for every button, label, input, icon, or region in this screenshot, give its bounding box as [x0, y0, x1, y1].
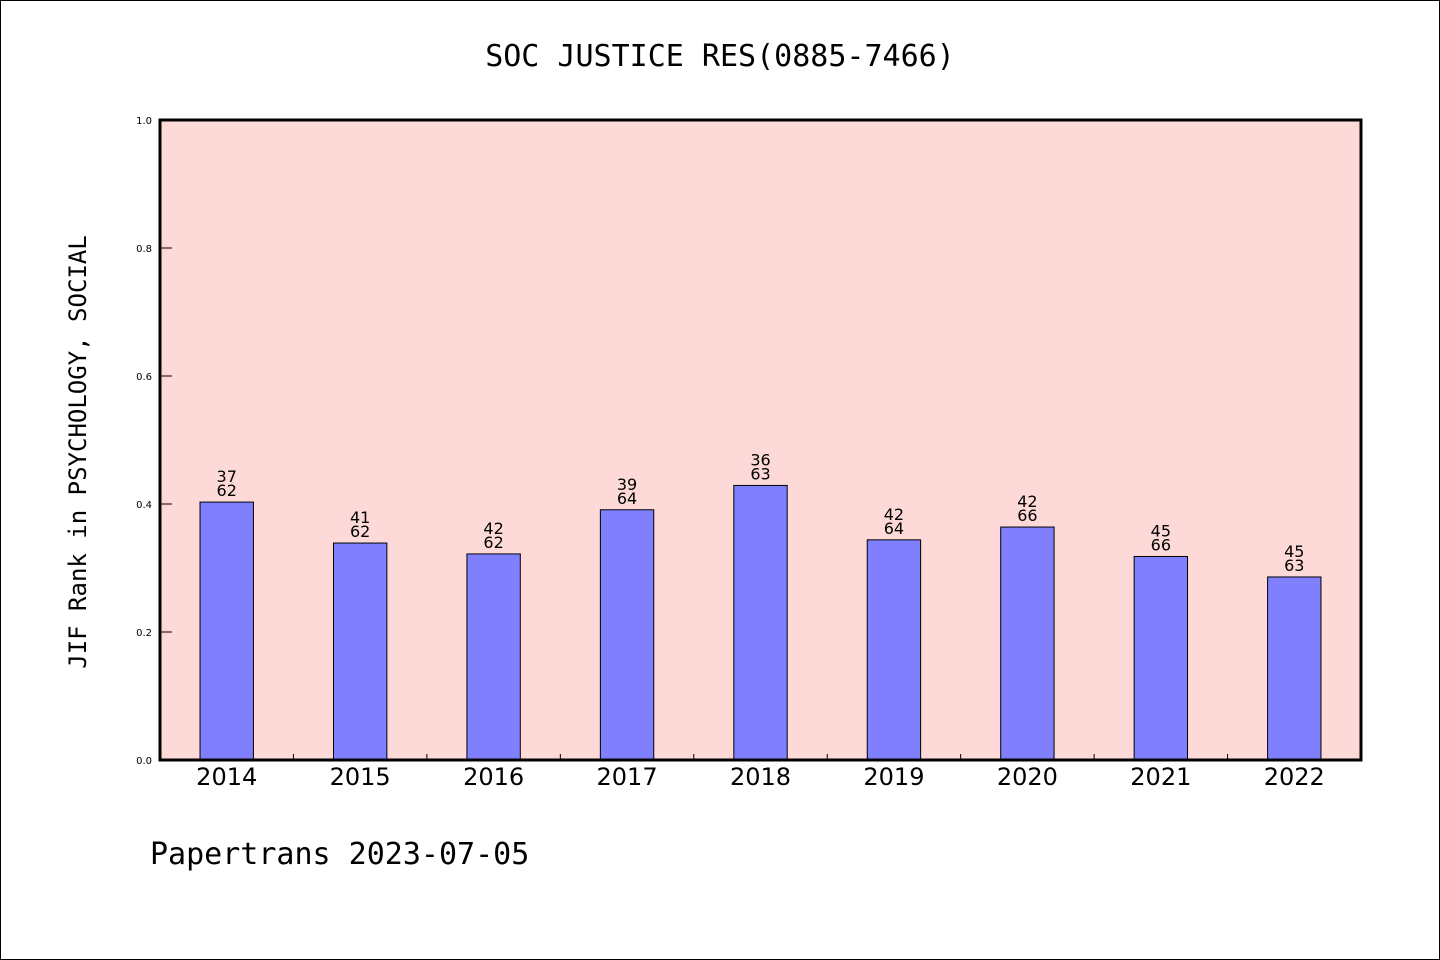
- x-tick-label: 2017: [597, 763, 658, 791]
- bar-total-label: 66: [1017, 506, 1037, 525]
- bar-rank-label: 42: [884, 505, 904, 524]
- bar-2017: [599, 509, 655, 761]
- bar-rank-label: 36: [750, 450, 770, 469]
- x-tick-label: 2019: [863, 763, 924, 791]
- x-tick-label: 2022: [1264, 763, 1325, 791]
- x-tick-label: 2016: [463, 763, 524, 791]
- bar-2014: [199, 501, 254, 761]
- x-tick-label: 2014: [196, 763, 257, 791]
- y-tick-label: 0.4: [136, 500, 152, 511]
- bar-2020: [1000, 526, 1055, 761]
- y-axis: 0.0 0.2 0.4 0.6 0.8 1.0: [136, 116, 172, 767]
- bar-total-label: 66: [1151, 535, 1171, 554]
- chart-title: SOC JUSTICE RES(0885-7466): [485, 39, 955, 74]
- x-tick-label: 2021: [1130, 763, 1191, 791]
- bar-rank-label: 42: [483, 519, 503, 538]
- y-tick-label: 0.6: [136, 372, 152, 383]
- y-axis-label: JIF Rank in PSYCHOLOGY, SOCIAL: [64, 235, 92, 668]
- x-tick-label: 2018: [730, 763, 791, 791]
- bar-total-label: 64: [884, 519, 904, 538]
- bar-total-label: 62: [217, 481, 237, 500]
- bar-2018: [733, 484, 788, 761]
- bar-rank-label: 45: [1151, 521, 1171, 540]
- bar-rank-label: 42: [1017, 492, 1037, 511]
- plot-border: [158, 118, 1363, 762]
- bar-total-label: 63: [750, 464, 770, 483]
- bar-rank-label: 37: [217, 467, 237, 486]
- bar-total-label: 64: [617, 489, 637, 508]
- bar-total-label: 62: [350, 522, 370, 541]
- bar-2015: [332, 542, 388, 761]
- bar-2022: [1267, 576, 1322, 761]
- bar-rank-label: 45: [1284, 542, 1304, 561]
- bar-2021: [1133, 555, 1189, 761]
- x-tick-label: 2015: [330, 763, 391, 791]
- x-tick-label: 2020: [997, 763, 1058, 791]
- y-tick-label: 0.8: [136, 244, 152, 255]
- bar-2016: [466, 553, 521, 761]
- y-tick-label: 0.0: [136, 756, 152, 767]
- x-axis: 2014 2015 2016 2017 2018 2019 2020 2021 2022: [196, 754, 1325, 791]
- bar-total-label: 62: [483, 533, 503, 552]
- bar-rank-label: 39: [617, 475, 637, 494]
- bar-total-label: 63: [1284, 556, 1304, 575]
- y-tick-label: 0.2: [136, 628, 152, 639]
- bar-rank-label: 41: [350, 508, 370, 527]
- y-tick-label: 1.0: [136, 116, 152, 127]
- bar-2019: [866, 539, 922, 761]
- footer-credit: Papertrans 2023-07-05: [150, 837, 529, 872]
- bar-series: [199, 484, 1322, 761]
